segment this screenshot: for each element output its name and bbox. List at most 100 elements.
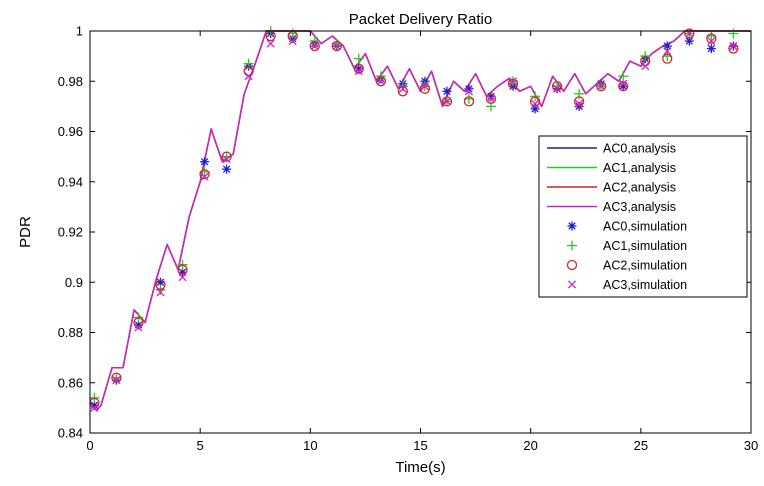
series-7-point (575, 99, 584, 108)
series-7-point (112, 376, 121, 385)
series-7-point (398, 84, 407, 93)
legend-box (538, 135, 748, 298)
series-6-point (463, 96, 475, 107)
series-7-point (729, 42, 738, 51)
series-7-point (442, 97, 451, 106)
x-tick-label: 5 (197, 438, 204, 453)
y-tick-label: 0.96 (58, 124, 83, 139)
series-7-point (310, 42, 319, 51)
legend-label: AC2,analysis (603, 181, 676, 195)
x-tick-label: 10 (303, 438, 317, 453)
series-6-point (397, 86, 409, 97)
x-tick-label: 0 (86, 438, 93, 453)
series-4-point (222, 164, 232, 174)
marker-layer (89, 26, 739, 412)
series-6-point (706, 33, 717, 44)
series-6-point (331, 40, 342, 52)
series-5-point (728, 28, 739, 39)
y-tick-label: 1 (76, 24, 83, 39)
y-tick-label: 0.9 (65, 275, 83, 290)
x-axis-title: Time(s) (395, 459, 445, 476)
series-6-point (221, 151, 232, 162)
y-tick-label: 0.86 (58, 375, 83, 390)
chart-title: Packet Delivery Ratio (349, 11, 492, 28)
series-6-point (111, 372, 122, 383)
series-4-point (662, 41, 672, 51)
series-7-point (464, 87, 474, 96)
series-4-point (706, 44, 716, 54)
series-6-point (419, 83, 431, 94)
series-7-point (376, 77, 385, 86)
series-6-point (684, 28, 695, 39)
y-axis: 0.84 0.86 0.88 0.9 0.92 0.94 0.96 0.98 1 (58, 24, 751, 441)
legend-label: AC2,simulation (603, 259, 687, 273)
legend-swatch-4 (567, 221, 577, 231)
series-7-point (486, 94, 496, 103)
series-6-point (551, 81, 563, 92)
series-6-point (662, 53, 673, 64)
series-7-point (641, 62, 650, 71)
series-layer (89, 30, 751, 412)
legend-swatch-7 (567, 280, 577, 289)
series-7-point (200, 172, 209, 181)
series-6-point (309, 40, 320, 52)
y-tick-label: 0.92 (58, 225, 83, 240)
series-7-point (134, 323, 143, 332)
series-7-point (619, 79, 628, 88)
series-7-point (354, 67, 363, 76)
y-tick-label: 0.94 (58, 174, 83, 189)
series-5-point (353, 53, 364, 64)
series-7-point (597, 82, 606, 91)
series-4-point (442, 86, 452, 96)
x-tick-label: 15 (413, 438, 427, 453)
legend-label: AC0,analysis (603, 142, 676, 156)
series-line-3 (89, 30, 751, 412)
series-4-point (200, 157, 210, 167)
series-6-point (507, 78, 519, 89)
legend-label: AC1,analysis (603, 161, 676, 175)
y-tick-label: 0.84 (58, 426, 83, 441)
series-6-point (485, 93, 497, 104)
series-5-point (618, 71, 629, 82)
series-6-point (265, 30, 276, 42)
y-axis-title: PDR (17, 216, 34, 248)
series-7-point (707, 36, 716, 46)
series-6-point (353, 63, 364, 74)
series-7-point (332, 42, 341, 51)
x-tick-label: 30 (744, 438, 758, 453)
series-7-point (266, 39, 275, 48)
series-7-point (531, 99, 540, 108)
legend-label: AC3,simulation (603, 278, 687, 292)
legend-label: AC3,analysis (603, 200, 676, 214)
series-6-point (375, 76, 386, 87)
legend-label: AC0,simulation (603, 220, 687, 234)
series-7-point (288, 36, 297, 46)
y-tick-label: 0.88 (58, 325, 83, 340)
legend: AC0,analysis AC1,analysis AC2,analysis AC3,… (538, 135, 748, 298)
x-tick-label: 25 (634, 438, 648, 453)
series-6-point (441, 96, 453, 107)
series-6-point (573, 96, 585, 107)
x-axis: 0 5 10 15 20 25 30 (86, 31, 758, 453)
series-6-point (618, 81, 629, 92)
y-tick-label: 0.98 (58, 74, 83, 89)
x-tick-label: 20 (523, 438, 537, 453)
series-6-point (155, 279, 166, 290)
series-6-point (177, 264, 188, 275)
series-7-point (508, 77, 518, 86)
series-6-point (596, 81, 607, 92)
series-6-point (728, 43, 739, 54)
series-7-point (663, 47, 672, 56)
legend-label: AC1,simulation (603, 239, 687, 253)
series-7-point (420, 82, 429, 91)
series-7-point (244, 72, 253, 81)
series-7-point (222, 155, 231, 164)
series-7-point (553, 84, 562, 93)
legend-swatch-6 (566, 259, 578, 271)
series-6-point (199, 169, 210, 180)
legend-swatch-5 (567, 240, 577, 251)
series-6-point (529, 96, 541, 107)
series-7-point (156, 288, 165, 297)
series-7-point (178, 273, 187, 282)
